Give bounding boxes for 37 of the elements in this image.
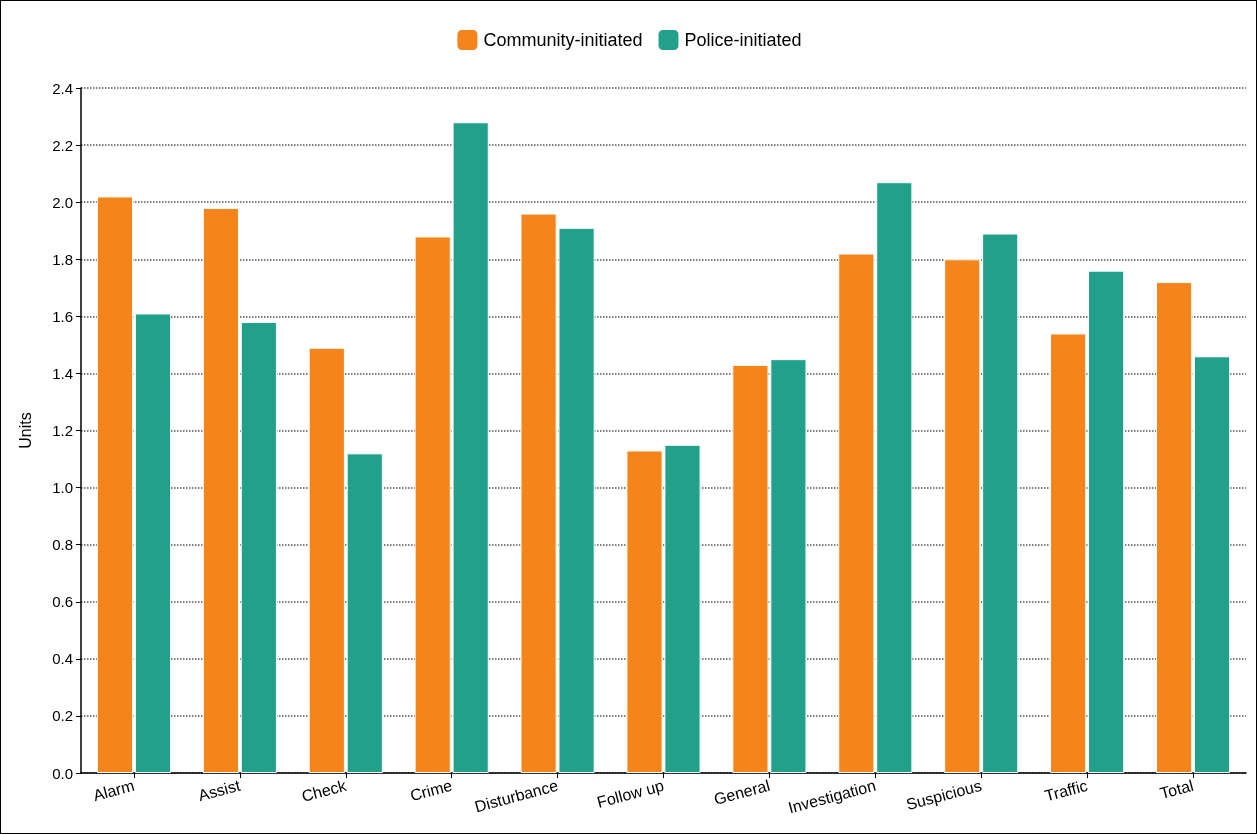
y-tick-label: 2.2 <box>52 136 73 154</box>
y-tick-label: 1.2 <box>52 422 73 439</box>
x-tick-label: Check <box>299 776 349 805</box>
bar <box>1088 270 1125 773</box>
y-tick-label: 1.4 <box>52 364 73 382</box>
x-tick-label: Alarm <box>91 776 137 805</box>
x-tick-label: Total <box>1158 776 1196 802</box>
y-tick-label: 0.4 <box>52 650 73 668</box>
bar <box>240 322 277 773</box>
bar <box>346 453 383 773</box>
bar <box>202 207 239 773</box>
y-tick-label: 2.4 <box>52 79 73 97</box>
y-tick-label: 2.0 <box>52 193 73 211</box>
x-tick-label: Follow up <box>595 776 666 811</box>
x-tick-label: Suspicious <box>904 776 984 814</box>
bar <box>1050 333 1087 773</box>
legend-label: Police-initiated <box>684 30 802 50</box>
y-tick-label: 0.2 <box>52 707 73 725</box>
y-tick-label: 0.6 <box>52 593 73 611</box>
y-tick-label: 0.8 <box>52 536 73 554</box>
bar <box>1155 282 1193 773</box>
bar <box>982 233 1019 773</box>
x-tick-label: Crime <box>408 776 454 805</box>
y-tick-label: 0.0 <box>52 764 73 782</box>
x-tick-label: General <box>712 776 772 808</box>
x-tick-label: Traffic <box>1042 776 1090 805</box>
y-tick-label: 1.0 <box>52 479 73 497</box>
bar <box>134 313 172 773</box>
legend-label: Community-initiated <box>483 30 643 50</box>
bar <box>96 196 134 773</box>
y-tick-label: 1.6 <box>52 307 73 325</box>
bar <box>1193 356 1231 773</box>
bar <box>944 259 981 773</box>
x-tick-label: Assist <box>196 776 243 805</box>
y-tick-label: 1.8 <box>52 250 73 268</box>
bar <box>308 347 345 773</box>
y-axis-title: Units <box>16 412 34 449</box>
